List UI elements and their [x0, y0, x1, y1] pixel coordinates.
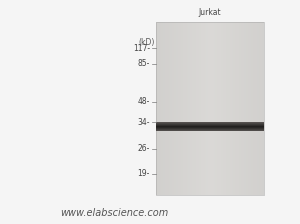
Bar — [194, 22, 196, 195]
Bar — [219, 22, 221, 195]
Bar — [237, 22, 239, 195]
Bar — [188, 22, 190, 195]
Bar — [210, 22, 212, 195]
Text: www.elabscience.com: www.elabscience.com — [60, 208, 168, 218]
Bar — [169, 22, 170, 195]
Bar — [167, 22, 169, 195]
Bar — [203, 22, 205, 195]
Bar — [214, 22, 215, 195]
Bar — [199, 22, 201, 195]
Bar — [156, 125, 264, 126]
Bar — [156, 128, 264, 129]
Bar — [160, 22, 161, 195]
Bar — [156, 124, 264, 125]
Bar — [206, 22, 208, 195]
Bar — [224, 22, 226, 195]
Bar — [158, 22, 160, 195]
Bar — [156, 126, 264, 127]
Bar — [156, 127, 264, 128]
Bar — [212, 22, 214, 195]
Bar — [190, 22, 192, 195]
Bar — [156, 130, 264, 131]
Text: 34-: 34- — [137, 118, 150, 127]
Bar — [230, 22, 232, 195]
Bar — [250, 22, 251, 195]
Text: (kD): (kD) — [139, 38, 155, 47]
Bar — [196, 22, 197, 195]
Bar — [233, 22, 235, 195]
Bar — [192, 22, 194, 195]
Text: Jurkat: Jurkat — [199, 8, 221, 17]
Bar — [257, 22, 259, 195]
Bar — [262, 22, 264, 195]
Bar — [260, 22, 262, 195]
Text: 48-: 48- — [138, 97, 150, 106]
Bar — [244, 22, 246, 195]
Bar — [156, 123, 264, 124]
Bar — [253, 22, 255, 195]
Bar — [156, 122, 264, 123]
Bar — [156, 129, 264, 130]
Bar — [259, 22, 260, 195]
Bar — [178, 22, 179, 195]
Bar — [161, 22, 163, 195]
Bar — [174, 22, 176, 195]
Bar — [183, 22, 185, 195]
Bar — [181, 22, 183, 195]
Bar — [223, 22, 224, 195]
Bar — [185, 22, 187, 195]
Bar — [248, 22, 250, 195]
Bar — [246, 22, 248, 195]
Bar — [251, 22, 253, 195]
Text: 26-: 26- — [138, 144, 150, 153]
Bar — [215, 22, 217, 195]
Text: 117-: 117- — [133, 44, 150, 53]
Bar — [208, 22, 210, 195]
Bar — [242, 22, 244, 195]
Bar — [187, 22, 188, 195]
Text: 85-: 85- — [138, 59, 150, 68]
Bar — [228, 22, 230, 195]
Bar — [221, 22, 223, 195]
Bar — [241, 22, 242, 195]
Bar — [255, 22, 257, 195]
Bar — [232, 22, 233, 195]
Bar — [165, 22, 167, 195]
Bar — [156, 22, 158, 195]
Bar — [163, 22, 165, 195]
Bar — [201, 22, 203, 195]
Bar — [156, 22, 264, 195]
Text: 19-: 19- — [138, 169, 150, 178]
Bar — [226, 22, 228, 195]
Bar — [205, 22, 206, 195]
Bar — [235, 22, 237, 195]
Bar — [172, 22, 174, 195]
Bar — [170, 22, 172, 195]
Bar — [176, 22, 178, 195]
Bar — [197, 22, 199, 195]
Bar — [179, 22, 181, 195]
Bar — [239, 22, 241, 195]
Bar — [217, 22, 219, 195]
